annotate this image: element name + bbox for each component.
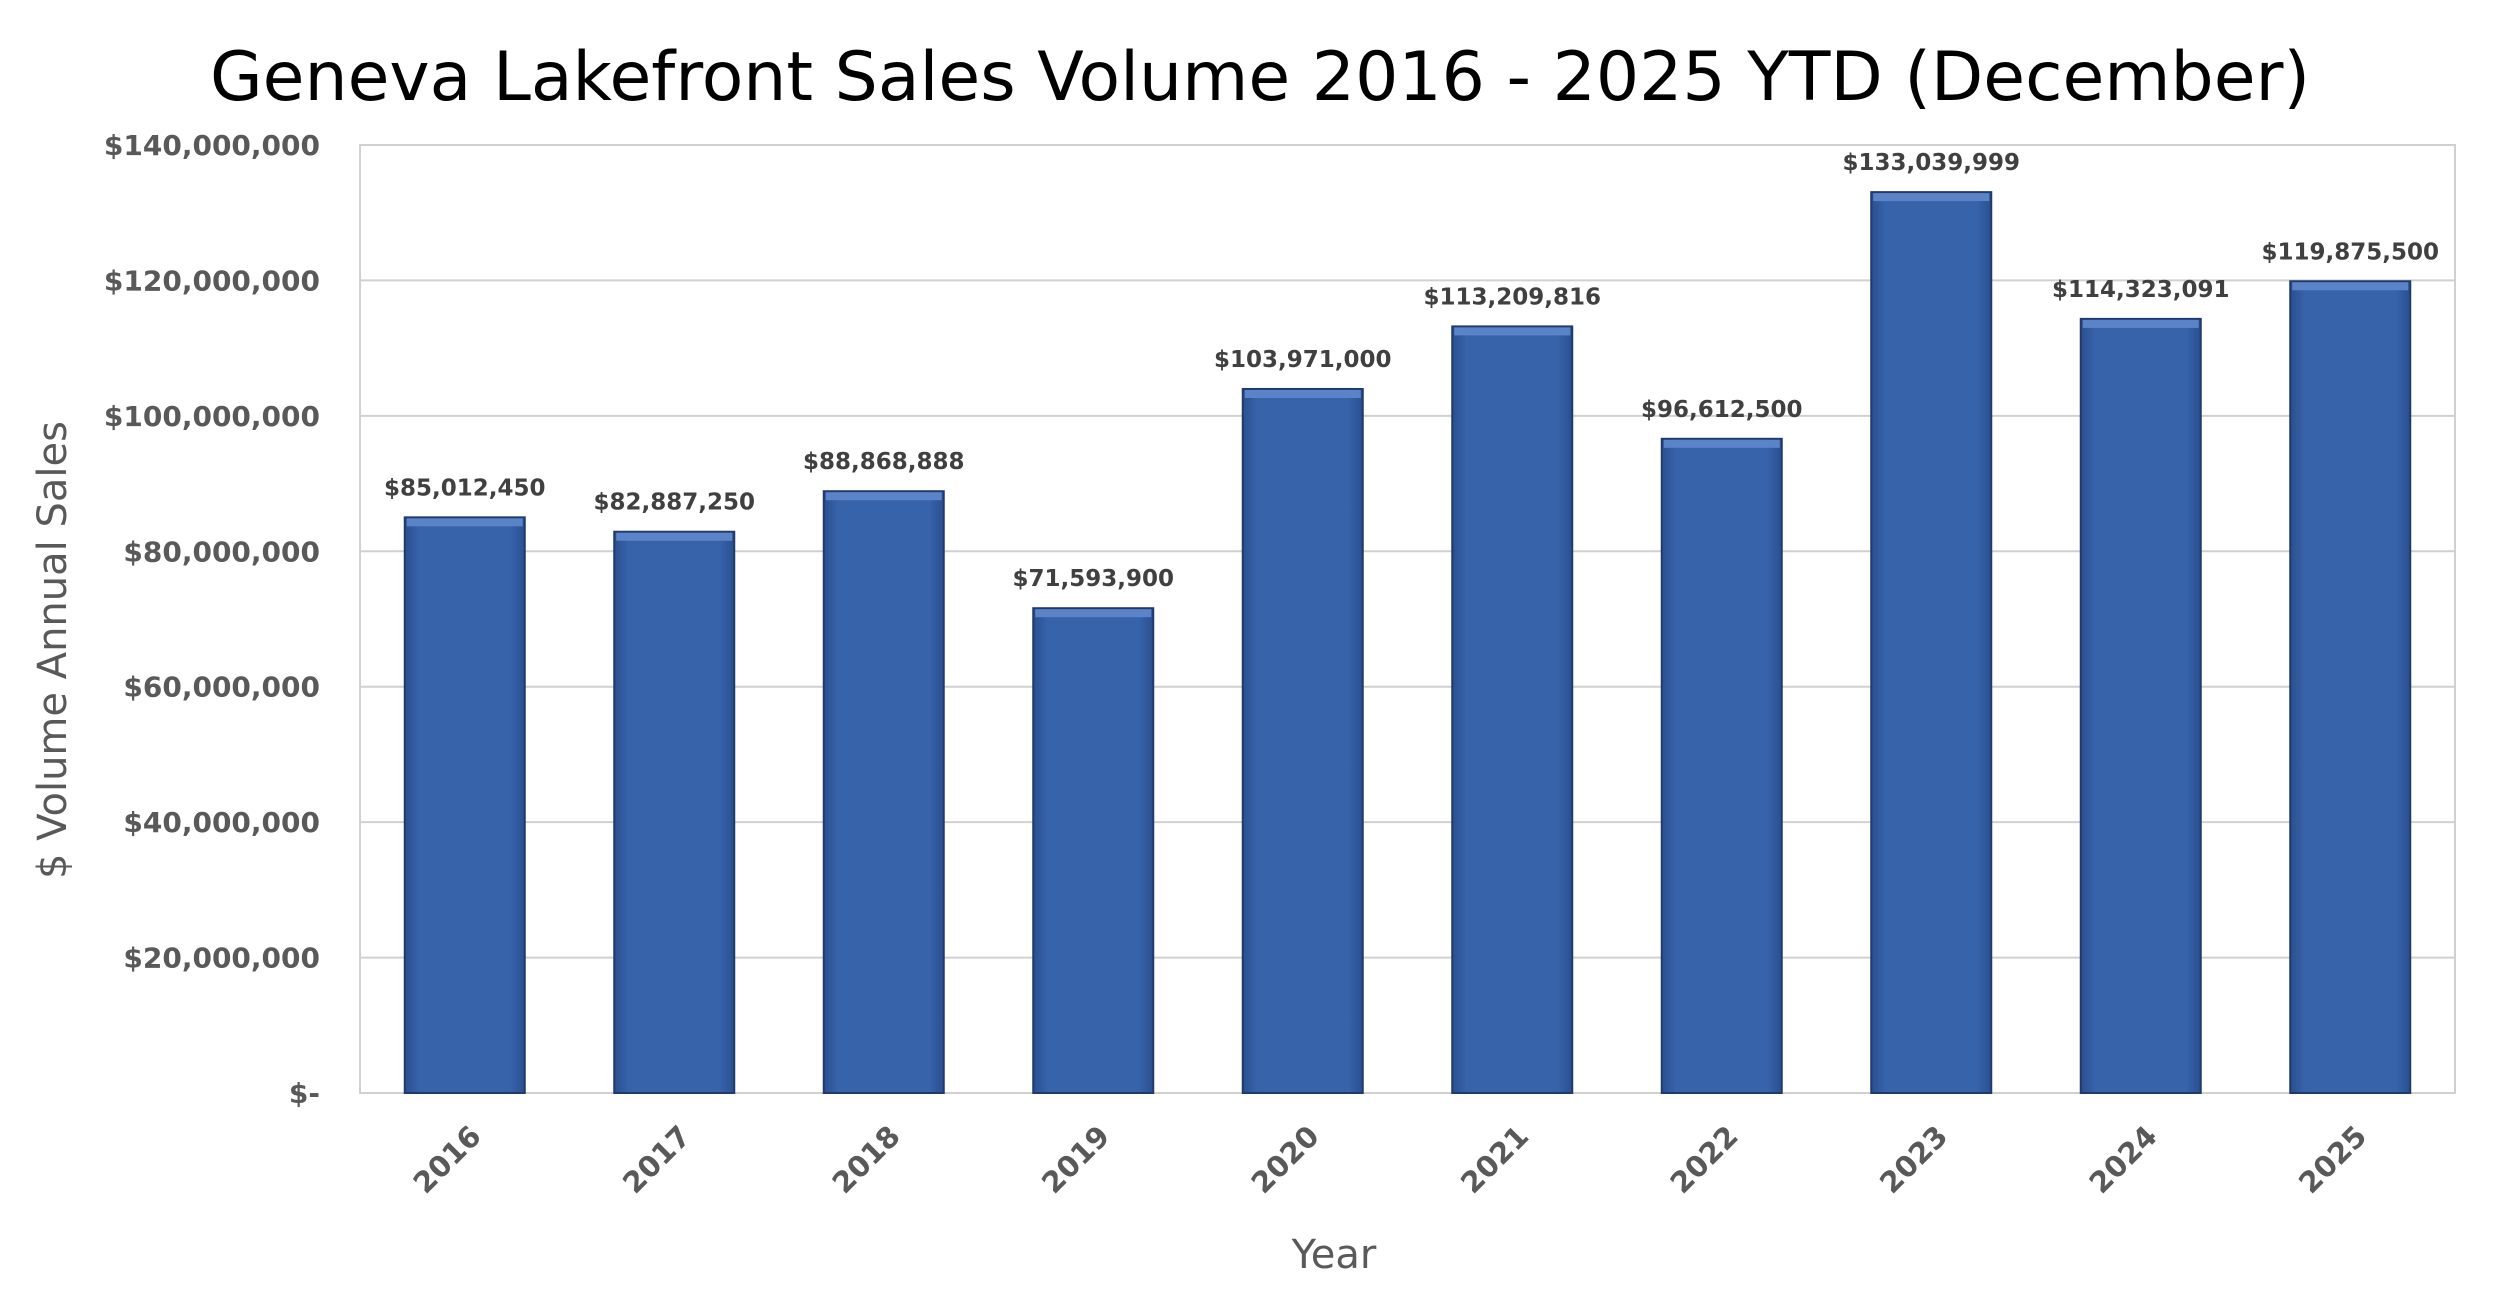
- chart-title: Geneva Lakefront Sales Volume 2016 - 202…: [210, 38, 2310, 117]
- bar: [1660, 437, 1783, 1094]
- y-tick-label: $140,000,000: [104, 129, 320, 162]
- x-tick-label: 2023: [1873, 1119, 1954, 1200]
- bar-top-bevel: [1873, 193, 1990, 202]
- bar-top-bevel: [1663, 439, 1780, 448]
- plot-area: [359, 144, 2456, 1094]
- data-label: $119,875,500: [2261, 239, 2439, 265]
- data-label: $113,209,816: [1423, 284, 1601, 310]
- bar-top-bevel: [406, 518, 523, 527]
- y-axis-title: $ Volume Annual Sales: [30, 421, 76, 879]
- bar-top-bevel: [1454, 327, 1571, 336]
- data-label: $88,868,888: [803, 449, 965, 475]
- x-axis-tick-labels: 2016 2017 2018 2019 2020 2021 2022 2023 2024 2025: [407, 1119, 2374, 1200]
- y-tick-label: $40,000,000: [123, 806, 320, 839]
- x-tick-label: 2016: [407, 1119, 488, 1200]
- data-label: $103,971,000: [1214, 347, 1392, 373]
- x-tick-label: 2024: [2083, 1119, 2164, 1200]
- y-tick-label: $100,000,000: [104, 400, 320, 433]
- bar: [1451, 325, 1574, 1094]
- bars: [403, 191, 2412, 1095]
- bar-top-bevel: [2082, 319, 2199, 328]
- data-label: $82,887,250: [593, 490, 755, 516]
- x-tick-label: 2022: [1664, 1119, 1745, 1200]
- x-tick-label: 2020: [1245, 1119, 1326, 1200]
- bar: [403, 516, 526, 1094]
- data-labels: $85,012,450 $82,887,250 $88,868,888 $71,593…: [384, 150, 2439, 592]
- x-tick-label: 2025: [2292, 1119, 2373, 1200]
- y-tick-label: $-: [289, 1077, 320, 1110]
- y-axis-tick-labels: $- $20,000,000 $40,000,000 $60,000,000 $80,0…: [104, 129, 320, 1110]
- bar: [1032, 607, 1155, 1094]
- data-label: $85,012,450: [384, 475, 546, 501]
- y-tick-label: $20,000,000: [123, 942, 320, 975]
- y-tick-label: $60,000,000: [123, 671, 320, 704]
- y-tick-label: $80,000,000: [123, 535, 320, 568]
- bar-top-bevel: [1035, 609, 1152, 618]
- bar: [2289, 280, 2412, 1094]
- x-tick-label: 2021: [1454, 1119, 1535, 1200]
- bar: [2079, 317, 2202, 1094]
- data-label: $114,323,091: [2052, 277, 2230, 303]
- bar: [1241, 387, 1364, 1095]
- bar: [613, 530, 736, 1094]
- data-label: $96,612,500: [1641, 397, 1803, 423]
- x-tick-label: 2017: [616, 1119, 697, 1200]
- bar-top-bevel: [2292, 282, 2409, 291]
- x-axis-title: Year: [1291, 1232, 1377, 1278]
- x-tick-label: 2018: [826, 1119, 907, 1200]
- bar-top-bevel: [825, 492, 942, 501]
- bar-top-bevel: [1244, 389, 1361, 398]
- x-tick-label: 2019: [1035, 1119, 1116, 1200]
- bar-top-bevel: [616, 532, 733, 541]
- bar: [1870, 191, 1993, 1094]
- y-tick-label: $120,000,000: [104, 264, 320, 297]
- data-label: $71,593,900: [1012, 566, 1174, 592]
- bar: [822, 490, 945, 1095]
- data-label: $133,039,999: [1842, 150, 2020, 176]
